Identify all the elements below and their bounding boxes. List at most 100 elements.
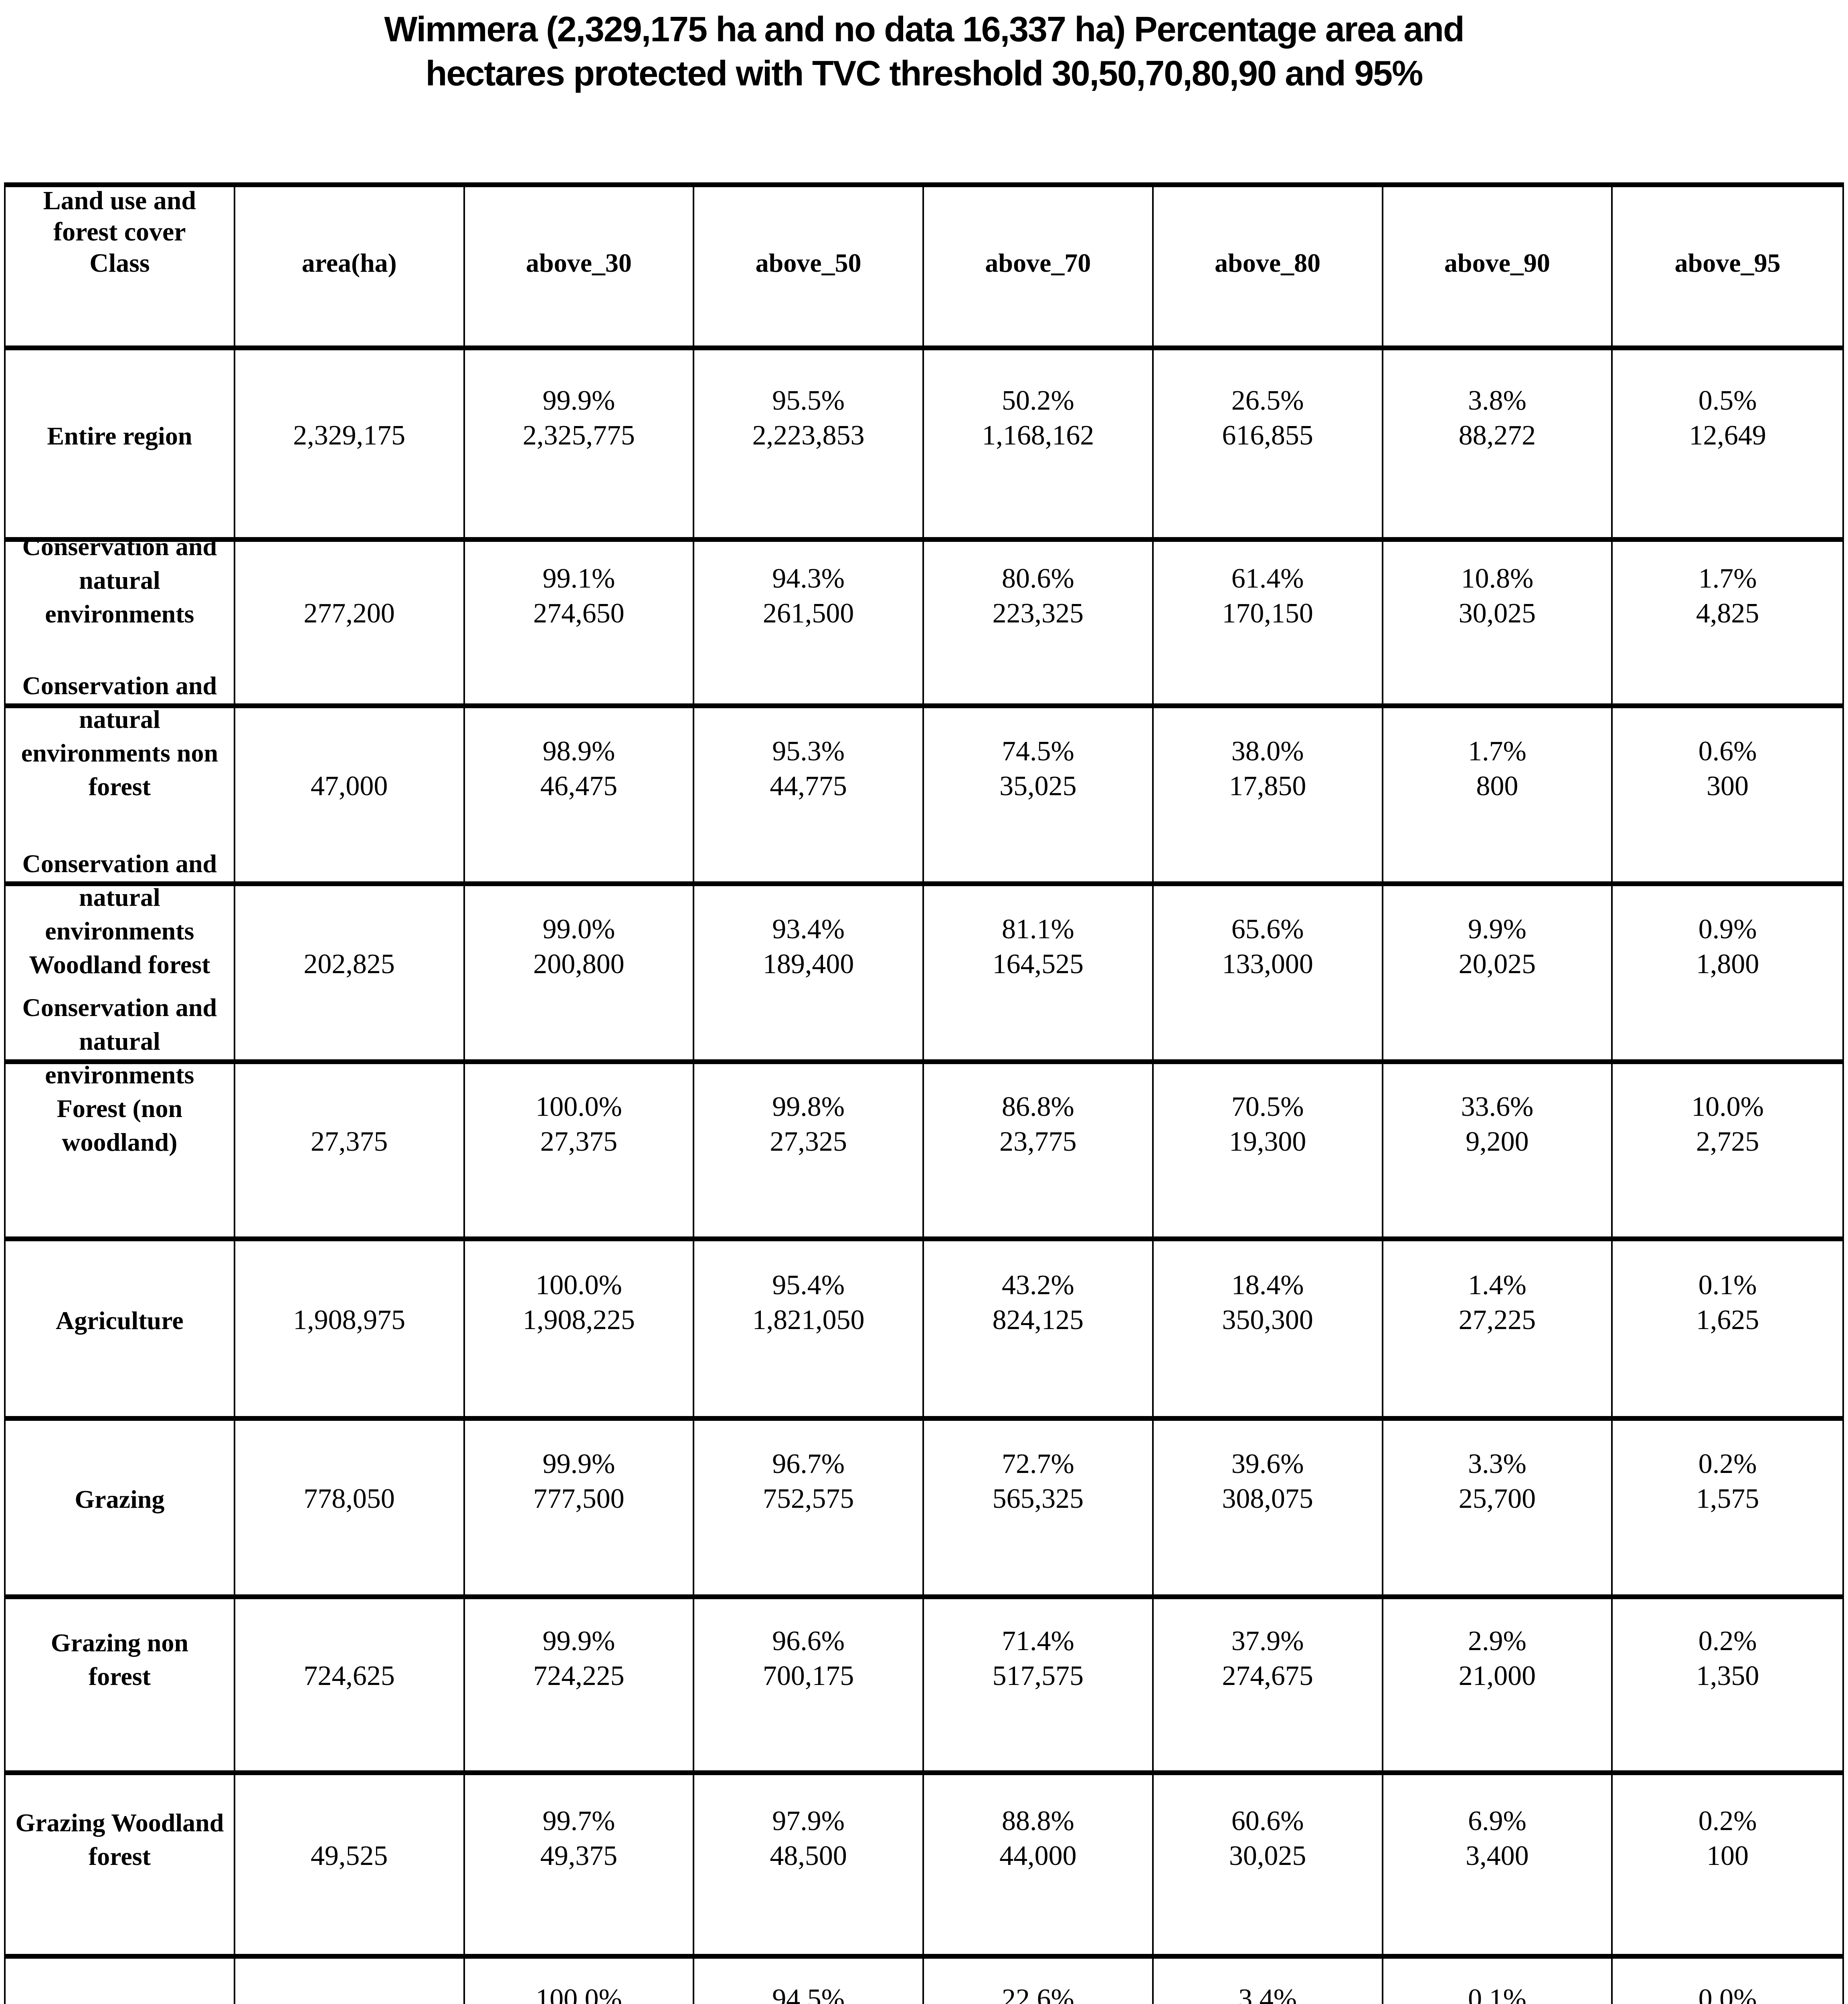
area-value: 778,050: [303, 1483, 395, 1515]
column-header-text: above_70: [985, 248, 1091, 278]
percent-value: 99.0%: [542, 913, 615, 945]
percent-value: 70.5%: [1231, 1091, 1304, 1122]
value-cell: 72.7% 565,325: [924, 1421, 1154, 1599]
percent-value: 39.6%: [1231, 1448, 1304, 1480]
value-cell: 10.0% 2,725: [1613, 1064, 1842, 1241]
value-cell: 99.9% 777,500: [465, 1421, 695, 1599]
column-header-text: Class: [89, 248, 150, 278]
value-cell: 0.2% 1,575: [1613, 1421, 1842, 1599]
row-label-text: woodland): [62, 1127, 178, 1156]
hectares-value: 223,325: [992, 598, 1084, 629]
hectares-value: 27,375: [540, 1126, 618, 1157]
value-cell: 2.9% 21,000: [1383, 1599, 1613, 1775]
value-cell: 96.6% 700,175: [694, 1599, 924, 1775]
row-label-text: Grazing Woodland: [15, 1808, 224, 1837]
page-title-line1: Wimmera (2,329,175 ha and no data 16,337…: [384, 9, 1464, 49]
value-cell: 1.7% 4,825: [1613, 542, 1842, 708]
percent-value: 99.7%: [542, 1806, 615, 1837]
percent-value: 0.0%: [1698, 1984, 1757, 2004]
percent-value: 61.4%: [1231, 563, 1304, 594]
percent-value: 22.6%: [1001, 1984, 1074, 2004]
row-label-cell: Grazing: [6, 1421, 235, 1599]
hectares-value: 700,175: [762, 1660, 854, 1691]
hectares-value: 1,168,162: [982, 420, 1094, 451]
column-header-above_50: above_50: [694, 187, 924, 350]
area-value: 202,825: [303, 948, 395, 980]
hectares-value: 777,500: [533, 1483, 625, 1515]
value-cell: 97.9% 48,500: [694, 1775, 924, 1959]
area-cell: 277,200: [235, 542, 465, 708]
row-label-text: environments non: [21, 738, 218, 767]
value-cell: 0.6% 300: [1613, 708, 1842, 886]
row-label-cell: Conservation and natural environments: [6, 532, 235, 708]
value-cell: 88.8% 44,000: [924, 1775, 1154, 1959]
percent-value: 99.9%: [542, 385, 615, 416]
row-label-text: Entire region: [47, 422, 192, 450]
row-label-cell: Conservation and natural environments Woodl…: [6, 849, 235, 1064]
value-cell: 100.0%1,125,450: [465, 1959, 695, 2004]
hectares-value: 20,025: [1458, 948, 1536, 980]
percent-value: 37.9%: [1231, 1625, 1304, 1657]
hectares-value: 350,300: [1222, 1304, 1313, 1335]
value-cell: 99.9% 2,325,775: [465, 350, 695, 542]
value-cell: 3.8% 88,272: [1383, 350, 1613, 542]
row-label-text: forest: [88, 1662, 151, 1691]
percent-value: 0.1%: [1468, 1984, 1527, 2004]
value-cell: 98.9% 46,475: [465, 708, 695, 886]
value-cell: 95.3% 44,775: [694, 708, 924, 886]
area-value: 277,200: [303, 598, 395, 629]
hectares-value: 23,775: [999, 1126, 1077, 1157]
hectares-value: 25,700: [1458, 1483, 1536, 1515]
value-cell: 3.3% 25,700: [1383, 1421, 1613, 1599]
value-cell: 0.0%50: [1613, 1959, 1842, 2004]
page-title-line2: hectares protected with TVC threshold 30…: [425, 53, 1423, 93]
value-cell: 1.4% 27,225: [1383, 1241, 1613, 1421]
value-cell: 0.9% 1,800: [1613, 886, 1842, 1064]
value-cell: 93.4% 189,400: [694, 886, 924, 1064]
value-cell: 0.1%1,150: [1383, 1959, 1613, 2004]
percent-value: 1.4%: [1468, 1269, 1527, 1301]
value-cell: 95.4% 1,821,050: [694, 1241, 924, 1421]
row-label-cell: Entire region: [6, 350, 235, 542]
row-label-text: natural: [79, 705, 160, 733]
row-label-cell: Conservation and natural environments Fores…: [6, 993, 235, 1241]
row-label-cell: Conservation and natural environments non f…: [6, 671, 235, 886]
percent-value: 80.6%: [1001, 563, 1074, 594]
percent-value: 86.8%: [1001, 1091, 1074, 1122]
percent-value: 60.6%: [1231, 1806, 1304, 1837]
value-cell: 70.5% 19,300: [1153, 1064, 1383, 1241]
percent-value: 94.5%: [772, 1984, 845, 2004]
value-cell: 99.7% 49,375: [465, 1775, 695, 1959]
percent-value: 96.6%: [772, 1625, 845, 1657]
area-cell: 47,000: [235, 708, 465, 886]
hectares-value: 517,575: [992, 1660, 1084, 1691]
percent-value: 10.8%: [1461, 563, 1534, 594]
area-cell: 1,125,650: [235, 1959, 465, 2004]
value-cell: 74.5% 35,025: [924, 708, 1154, 886]
percent-value: 88.8%: [1001, 1806, 1074, 1837]
percent-value: 0.2%: [1698, 1625, 1757, 1657]
hectares-value: 1,575: [1696, 1483, 1759, 1515]
percent-value: 43.2%: [1001, 1269, 1074, 1301]
column-header-above_30: above_30: [465, 187, 695, 350]
percent-value: 50.2%: [1001, 385, 1074, 416]
value-cell: 81.1% 164,525: [924, 886, 1154, 1064]
percent-value: 26.5%: [1231, 385, 1304, 416]
percent-value: 94.3%: [772, 563, 845, 594]
column-header-above_80: above_80: [1153, 187, 1383, 350]
percent-value: 1.7%: [1468, 735, 1527, 767]
hectares-value: 752,575: [762, 1483, 854, 1515]
row-label-text: Conservation and: [22, 849, 217, 878]
value-cell: 0.1% 1,625: [1613, 1241, 1842, 1421]
percent-value: 0.2%: [1698, 1448, 1757, 1480]
percent-value: 18.4%: [1231, 1269, 1304, 1301]
percent-value: 95.4%: [772, 1269, 845, 1301]
percent-value: 9.9%: [1468, 913, 1527, 945]
row-label-text: natural: [79, 883, 160, 911]
value-cell: 99.8% 27,325: [694, 1064, 924, 1241]
hectares-value: 100: [1706, 1840, 1749, 1872]
value-cell: 99.0% 200,800: [465, 886, 695, 1064]
value-cell: 39.6% 308,075: [1153, 1421, 1383, 1599]
area-cell: 778,050: [235, 1421, 465, 1599]
